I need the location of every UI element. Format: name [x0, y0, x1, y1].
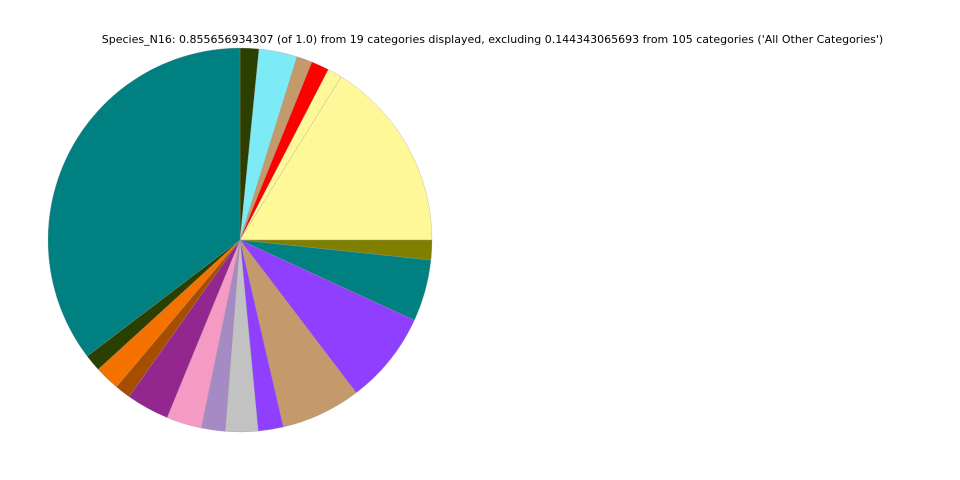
pie-slice-19 [47, 47, 241, 357]
chart-title: Species_N16: 0.855656934307 (of 1.0) fro… [101, 33, 884, 46]
pie-slice-6 [239, 76, 433, 241]
pie-slice-9 [239, 239, 415, 394]
